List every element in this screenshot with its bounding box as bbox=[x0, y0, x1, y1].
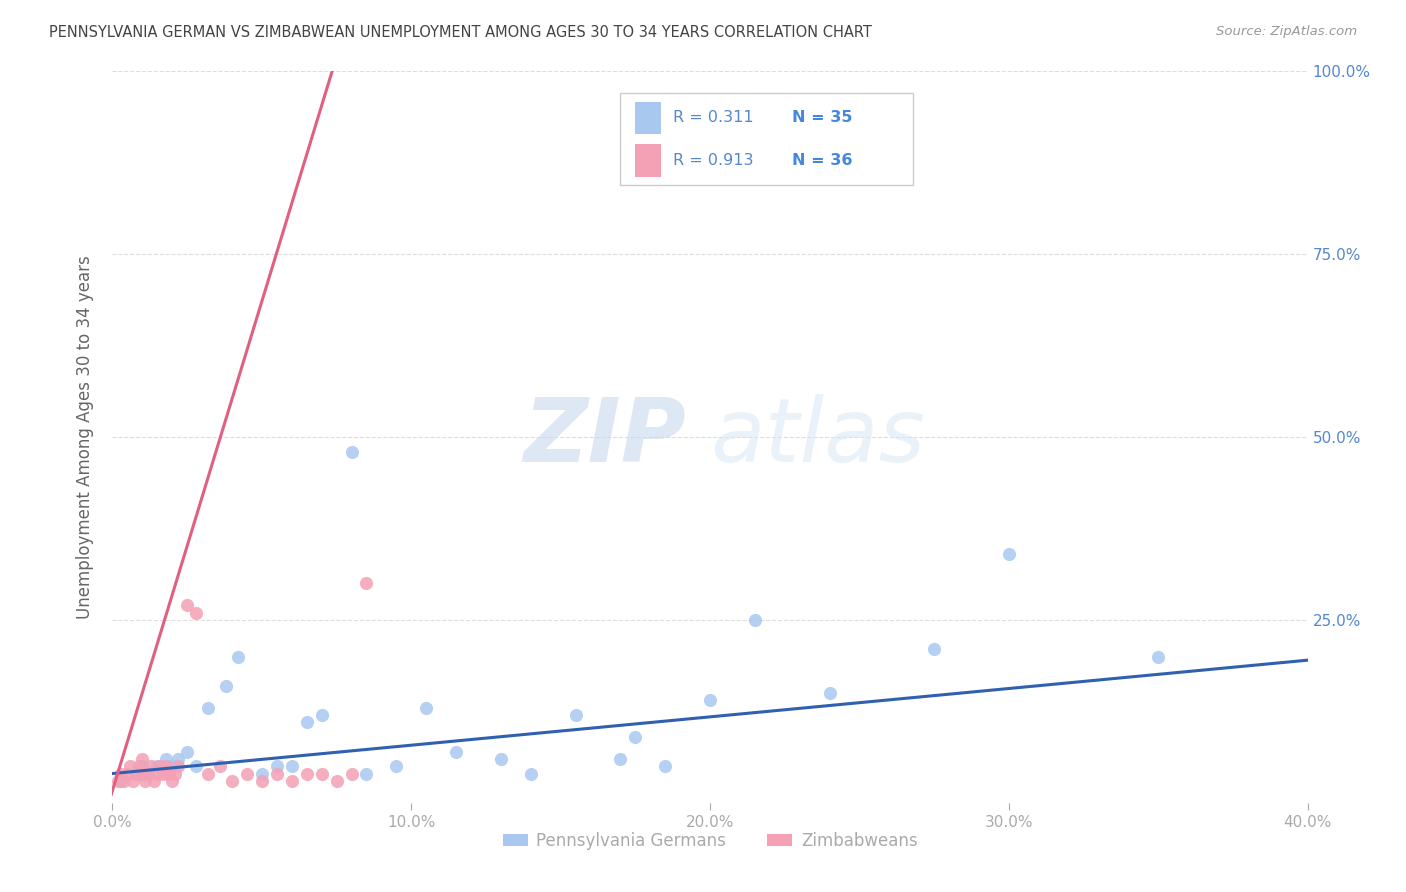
Point bbox=[654, 759, 676, 773]
Point bbox=[520, 766, 543, 780]
Point bbox=[162, 759, 183, 773]
Point bbox=[444, 745, 467, 759]
Point bbox=[176, 599, 198, 613]
Point bbox=[125, 766, 148, 780]
Point bbox=[609, 752, 631, 766]
Point bbox=[281, 759, 304, 773]
Point bbox=[340, 444, 363, 458]
Point bbox=[356, 576, 378, 591]
Point bbox=[998, 547, 1021, 561]
Point bbox=[340, 766, 363, 780]
Point bbox=[295, 766, 318, 780]
Point bbox=[167, 752, 190, 766]
Point bbox=[122, 773, 145, 788]
Text: N = 35: N = 35 bbox=[793, 111, 853, 126]
Point bbox=[114, 773, 135, 788]
Point bbox=[250, 773, 273, 788]
Point bbox=[266, 759, 288, 773]
Text: PENNSYLVANIA GERMAN VS ZIMBABWEAN UNEMPLOYMENT AMONG AGES 30 TO 34 YEARS CORRELA: PENNSYLVANIA GERMAN VS ZIMBABWEAN UNEMPL… bbox=[49, 25, 872, 40]
Text: N = 36: N = 36 bbox=[793, 153, 853, 168]
Point bbox=[699, 693, 721, 707]
Point bbox=[131, 766, 153, 780]
Point bbox=[138, 766, 160, 780]
Point bbox=[311, 708, 333, 723]
Point bbox=[385, 759, 408, 773]
Text: ZIP: ZIP bbox=[523, 393, 686, 481]
Point bbox=[215, 679, 238, 693]
Point bbox=[176, 745, 198, 759]
Point bbox=[186, 606, 208, 620]
Point bbox=[1147, 649, 1170, 664]
Point bbox=[818, 686, 841, 700]
Point bbox=[107, 773, 129, 788]
Point bbox=[489, 752, 512, 766]
Text: R = 0.913: R = 0.913 bbox=[673, 153, 754, 168]
Point bbox=[131, 752, 153, 766]
Point bbox=[143, 773, 166, 788]
Point bbox=[250, 766, 273, 780]
Point bbox=[110, 766, 132, 780]
Point bbox=[197, 700, 219, 714]
Point bbox=[266, 766, 288, 780]
Point bbox=[922, 642, 945, 657]
Point bbox=[167, 759, 190, 773]
Point bbox=[141, 759, 163, 773]
Point bbox=[117, 766, 139, 780]
Point bbox=[120, 759, 142, 773]
Point bbox=[155, 759, 177, 773]
Point bbox=[221, 773, 243, 788]
Point bbox=[146, 766, 169, 780]
Point bbox=[311, 766, 333, 780]
Point bbox=[356, 766, 378, 780]
Point bbox=[197, 766, 219, 780]
Point bbox=[165, 766, 187, 780]
Point bbox=[162, 773, 183, 788]
Point bbox=[155, 752, 177, 766]
Point bbox=[281, 773, 304, 788]
Point bbox=[325, 773, 347, 788]
FancyBboxPatch shape bbox=[634, 144, 661, 177]
Point bbox=[146, 759, 169, 773]
Text: R = 0.311: R = 0.311 bbox=[673, 111, 754, 126]
Point bbox=[209, 759, 232, 773]
Point bbox=[744, 613, 766, 627]
Y-axis label: Unemployment Among Ages 30 to 34 years: Unemployment Among Ages 30 to 34 years bbox=[76, 255, 94, 619]
Point bbox=[131, 759, 153, 773]
Point bbox=[138, 766, 160, 780]
Text: Source: ZipAtlas.com: Source: ZipAtlas.com bbox=[1216, 25, 1357, 38]
FancyBboxPatch shape bbox=[634, 102, 661, 135]
FancyBboxPatch shape bbox=[620, 94, 914, 185]
Point bbox=[125, 766, 148, 780]
Point bbox=[226, 649, 249, 664]
Point bbox=[149, 759, 172, 773]
Point bbox=[415, 700, 437, 714]
Text: atlas: atlas bbox=[710, 394, 925, 480]
Point bbox=[152, 766, 174, 780]
Point bbox=[110, 773, 132, 788]
Legend: Pennsylvania Germans, Zimbabweans: Pennsylvania Germans, Zimbabweans bbox=[496, 825, 924, 856]
Point bbox=[157, 766, 180, 780]
Point bbox=[128, 759, 150, 773]
Point bbox=[186, 759, 208, 773]
Point bbox=[624, 730, 647, 744]
Point bbox=[134, 773, 156, 788]
Point bbox=[295, 715, 318, 730]
Point bbox=[564, 708, 586, 723]
Point bbox=[236, 766, 259, 780]
